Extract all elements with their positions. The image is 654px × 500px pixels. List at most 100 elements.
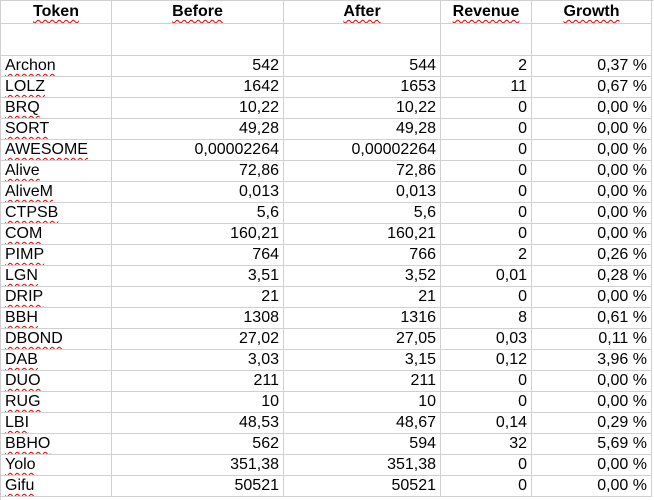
cell-token[interactable]: BBH bbox=[0, 307, 112, 329]
empty-cell[interactable] bbox=[531, 23, 652, 56]
cell-token[interactable]: BBHO bbox=[0, 433, 112, 455]
cell-token[interactable]: DBOND bbox=[0, 328, 112, 350]
cell-token[interactable]: DRIP bbox=[0, 286, 112, 308]
cell-growth[interactable]: 0,00 % bbox=[531, 286, 652, 308]
cell-token[interactable]: DAB bbox=[0, 349, 112, 371]
header-cell-growth[interactable]: Growth bbox=[531, 0, 652, 24]
cell-after[interactable]: 72,86 bbox=[283, 160, 441, 182]
cell-token[interactable]: AliveM bbox=[0, 181, 112, 203]
cell-token[interactable]: Archon bbox=[0, 55, 112, 77]
cell-growth[interactable]: 5,69 % bbox=[531, 433, 652, 455]
cell-after[interactable]: 594 bbox=[283, 433, 441, 455]
cell-revenue[interactable]: 0 bbox=[440, 475, 532, 497]
cell-before[interactable]: 5,6 bbox=[111, 202, 284, 224]
cell-before[interactable]: 10,22 bbox=[111, 97, 284, 119]
cell-revenue[interactable]: 0 bbox=[440, 139, 532, 161]
cell-after[interactable]: 1316 bbox=[283, 307, 441, 329]
cell-after[interactable]: 0,013 bbox=[283, 181, 441, 203]
cell-growth[interactable]: 0,28 % bbox=[531, 265, 652, 287]
cell-token[interactable]: BRQ bbox=[0, 97, 112, 119]
cell-growth[interactable]: 0,29 % bbox=[531, 412, 652, 434]
cell-after[interactable]: 21 bbox=[283, 286, 441, 308]
cell-growth[interactable]: 0,00 % bbox=[531, 202, 652, 224]
cell-after[interactable]: 351,38 bbox=[283, 454, 441, 476]
cell-token[interactable]: SORT bbox=[0, 118, 112, 140]
cell-revenue[interactable]: 2 bbox=[440, 244, 532, 266]
cell-token[interactable]: Gifu bbox=[0, 475, 112, 497]
cell-revenue[interactable]: 2 bbox=[440, 55, 532, 77]
cell-revenue[interactable]: 11 bbox=[440, 76, 532, 98]
cell-after[interactable]: 10,22 bbox=[283, 97, 441, 119]
cell-revenue[interactable]: 0,12 bbox=[440, 349, 532, 371]
header-cell-before[interactable]: Before bbox=[111, 0, 284, 24]
header-cell-after[interactable]: After bbox=[283, 0, 441, 24]
empty-cell[interactable] bbox=[0, 23, 112, 56]
cell-before[interactable]: 211 bbox=[111, 370, 284, 392]
empty-cell[interactable] bbox=[440, 23, 532, 56]
cell-token[interactable]: COM bbox=[0, 223, 112, 245]
cell-revenue[interactable]: 0 bbox=[440, 160, 532, 182]
cell-growth[interactable]: 0,67 % bbox=[531, 76, 652, 98]
cell-before[interactable]: 3,03 bbox=[111, 349, 284, 371]
cell-revenue[interactable]: 32 bbox=[440, 433, 532, 455]
cell-after[interactable]: 544 bbox=[283, 55, 441, 77]
cell-growth[interactable]: 0,00 % bbox=[531, 118, 652, 140]
cell-before[interactable]: 562 bbox=[111, 433, 284, 455]
cell-growth[interactable]: 0,61 % bbox=[531, 307, 652, 329]
cell-before[interactable]: 49,28 bbox=[111, 118, 284, 140]
cell-before[interactable]: 351,38 bbox=[111, 454, 284, 476]
empty-cell[interactable] bbox=[111, 23, 284, 56]
cell-after[interactable]: 49,28 bbox=[283, 118, 441, 140]
cell-before[interactable]: 542 bbox=[111, 55, 284, 77]
cell-growth[interactable]: 0,00 % bbox=[531, 454, 652, 476]
header-cell-revenue[interactable]: Revenue bbox=[440, 0, 532, 24]
cell-after[interactable]: 0,00002264 bbox=[283, 139, 441, 161]
cell-token[interactable]: DUO bbox=[0, 370, 112, 392]
cell-before[interactable]: 21 bbox=[111, 286, 284, 308]
cell-after[interactable]: 160,21 bbox=[283, 223, 441, 245]
cell-after[interactable]: 211 bbox=[283, 370, 441, 392]
cell-after[interactable]: 5,6 bbox=[283, 202, 441, 224]
cell-revenue[interactable]: 0 bbox=[440, 370, 532, 392]
cell-before[interactable]: 0,013 bbox=[111, 181, 284, 203]
cell-revenue[interactable]: 0 bbox=[440, 454, 532, 476]
cell-growth[interactable]: 0,00 % bbox=[531, 370, 652, 392]
cell-token[interactable]: LOLZ bbox=[0, 76, 112, 98]
cell-token[interactable]: Alive bbox=[0, 160, 112, 182]
cell-token[interactable]: Yolo bbox=[0, 454, 112, 476]
cell-growth[interactable]: 0,00 % bbox=[531, 391, 652, 413]
cell-revenue[interactable]: 0,01 bbox=[440, 265, 532, 287]
cell-token[interactable]: AWESOME bbox=[0, 139, 112, 161]
cell-before[interactable]: 48,53 bbox=[111, 412, 284, 434]
cell-after[interactable]: 3,52 bbox=[283, 265, 441, 287]
cell-growth[interactable]: 0,11 % bbox=[531, 328, 652, 350]
cell-growth[interactable]: 0,00 % bbox=[531, 160, 652, 182]
header-cell-token[interactable]: Token bbox=[0, 0, 112, 24]
cell-revenue[interactable]: 0 bbox=[440, 223, 532, 245]
cell-after[interactable]: 50521 bbox=[283, 475, 441, 497]
cell-revenue[interactable]: 0 bbox=[440, 202, 532, 224]
cell-before[interactable]: 0,00002264 bbox=[111, 139, 284, 161]
cell-revenue[interactable]: 8 bbox=[440, 307, 532, 329]
empty-cell[interactable] bbox=[283, 23, 441, 56]
cell-revenue[interactable]: 0 bbox=[440, 286, 532, 308]
cell-revenue[interactable]: 0,14 bbox=[440, 412, 532, 434]
cell-token[interactable]: RUG bbox=[0, 391, 112, 413]
cell-after[interactable]: 766 bbox=[283, 244, 441, 266]
cell-before[interactable]: 3,51 bbox=[111, 265, 284, 287]
cell-token[interactable]: CTPSB bbox=[0, 202, 112, 224]
cell-revenue[interactable]: 0,03 bbox=[440, 328, 532, 350]
cell-revenue[interactable]: 0 bbox=[440, 391, 532, 413]
cell-revenue[interactable]: 0 bbox=[440, 181, 532, 203]
cell-growth[interactable]: 0,26 % bbox=[531, 244, 652, 266]
cell-token[interactable]: LGN bbox=[0, 265, 112, 287]
cell-after[interactable]: 10 bbox=[283, 391, 441, 413]
cell-revenue[interactable]: 0 bbox=[440, 118, 532, 140]
cell-growth[interactable]: 0,00 % bbox=[531, 97, 652, 119]
cell-after[interactable]: 3,15 bbox=[283, 349, 441, 371]
cell-growth[interactable]: 0,00 % bbox=[531, 139, 652, 161]
cell-growth[interactable]: 0,00 % bbox=[531, 475, 652, 497]
cell-before[interactable]: 72,86 bbox=[111, 160, 284, 182]
cell-before[interactable]: 27,02 bbox=[111, 328, 284, 350]
cell-after[interactable]: 27,05 bbox=[283, 328, 441, 350]
